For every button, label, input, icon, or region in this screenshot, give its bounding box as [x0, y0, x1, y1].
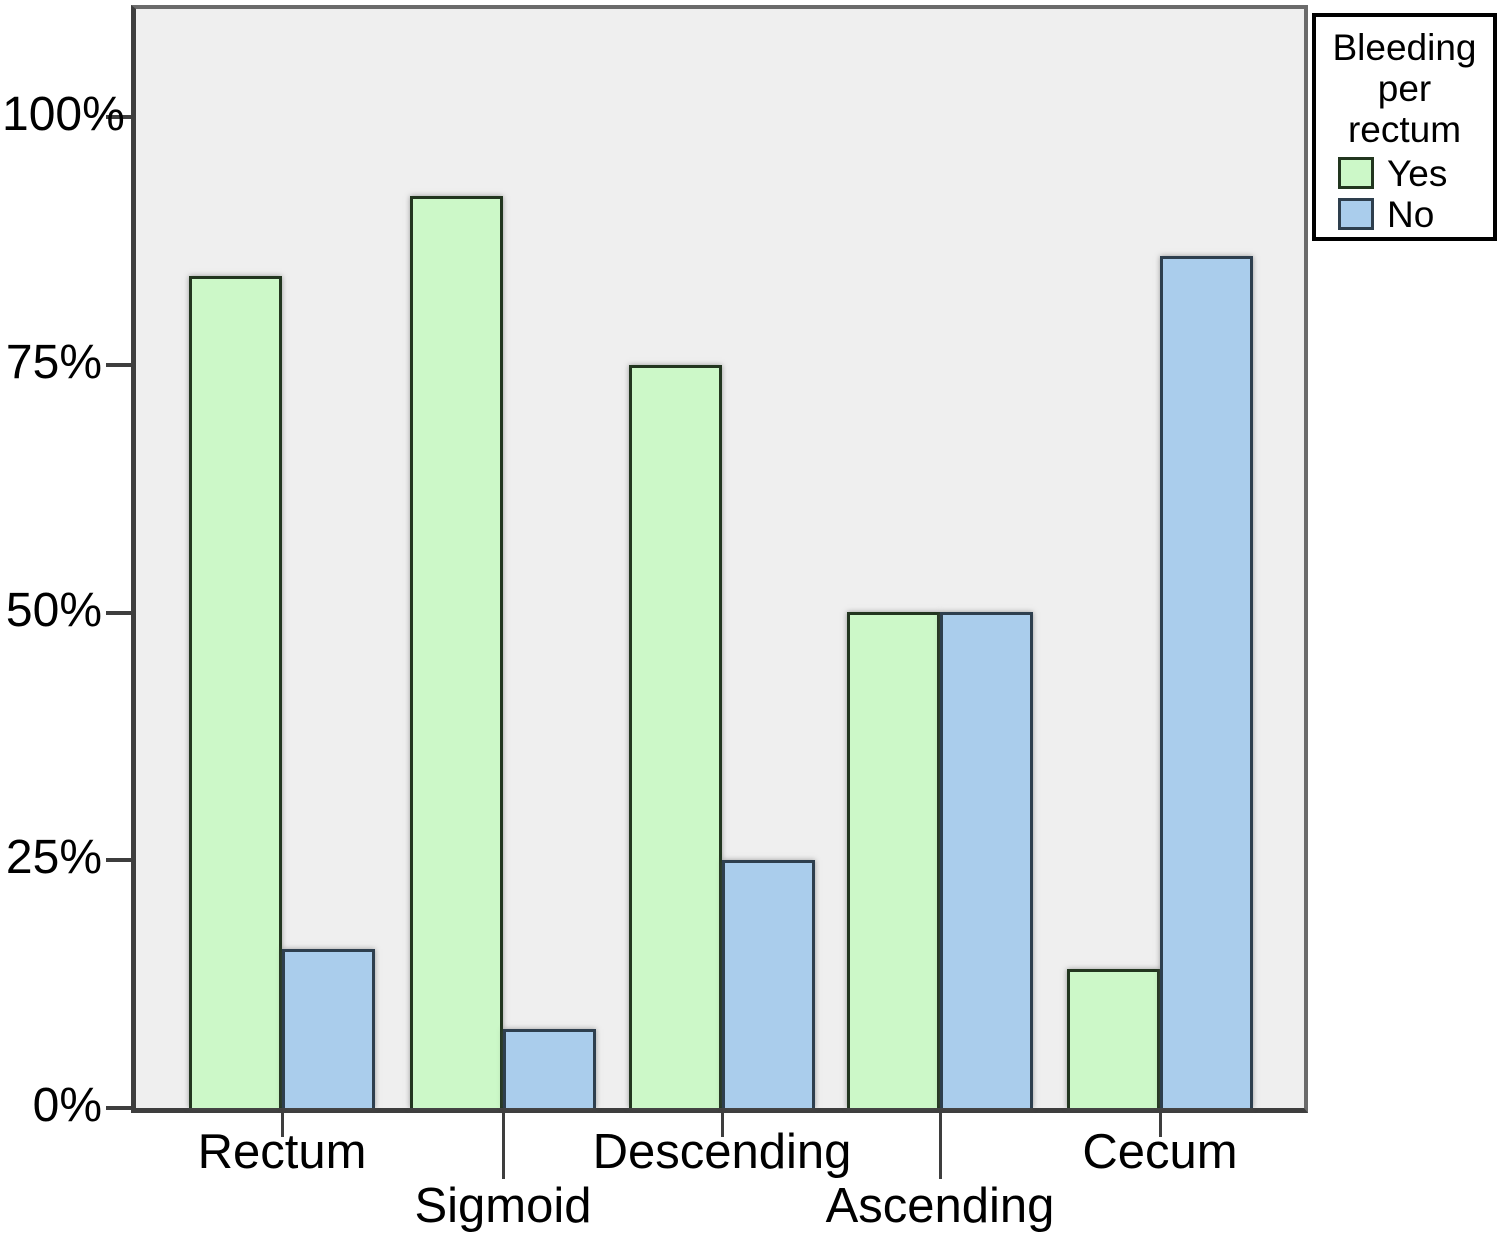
y-tick-75 — [106, 363, 131, 367]
legend-swatch-yes — [1338, 157, 1374, 189]
y-tick-50 — [106, 611, 131, 615]
bar-cecum-no — [1160, 256, 1253, 1108]
legend-items: Yes No — [1316, 152, 1493, 235]
bar-sigmoid-no — [503, 1029, 596, 1108]
bar-rectum-no — [282, 949, 375, 1108]
legend-title-line-2: per — [1377, 68, 1432, 109]
bar-ascending-yes — [847, 612, 940, 1108]
y-tick-0 — [106, 1106, 131, 1110]
plot-area — [131, 5, 1308, 1113]
legend-label-yes: Yes — [1387, 152, 1448, 194]
y-tick-label-25: 25% — [5, 831, 102, 884]
x-label-cecum: Cecum — [1082, 1125, 1238, 1179]
x-tick-ascending — [939, 1113, 942, 1179]
y-tick-100 — [106, 115, 131, 119]
x-tick-descending — [721, 1113, 724, 1137]
bar-descending-no — [722, 860, 815, 1108]
legend-title-line-1: Bleeding — [1332, 27, 1477, 68]
x-label-rectum: Rectum — [197, 1125, 367, 1179]
legend-item-yes: Yes — [1338, 152, 1493, 194]
bar-cecum-yes — [1067, 969, 1160, 1108]
bar-descending-yes — [629, 365, 722, 1108]
legend-title: Bleeding per rectum — [1316, 27, 1493, 150]
legend-title-line-3: rectum — [1347, 109, 1462, 150]
legend-swatch-no — [1338, 198, 1374, 230]
x-tick-sigmoid — [502, 1113, 505, 1179]
y-tick-label-75: 75% — [5, 336, 102, 389]
bar-rectum-yes — [189, 276, 282, 1108]
x-tick-cecum — [1159, 1113, 1162, 1137]
y-tick-25 — [106, 858, 131, 862]
y-tick-label-50: 50% — [5, 584, 102, 637]
legend-label-no: No — [1387, 193, 1435, 235]
y-tick-label-0: 0% — [32, 1079, 102, 1132]
legend: Bleeding per rectum Yes No — [1312, 13, 1497, 241]
x-label-sigmoid: Sigmoid — [414, 1179, 592, 1233]
bar-ascending-no — [940, 612, 1033, 1108]
y-tick-label-100: 100% — [2, 88, 125, 141]
x-label-ascending: Ascending — [825, 1179, 1055, 1233]
x-label-descending: Descending — [592, 1125, 852, 1179]
x-tick-rectum — [281, 1113, 284, 1137]
bar-sigmoid-yes — [410, 196, 503, 1108]
legend-item-no: No — [1338, 193, 1493, 235]
